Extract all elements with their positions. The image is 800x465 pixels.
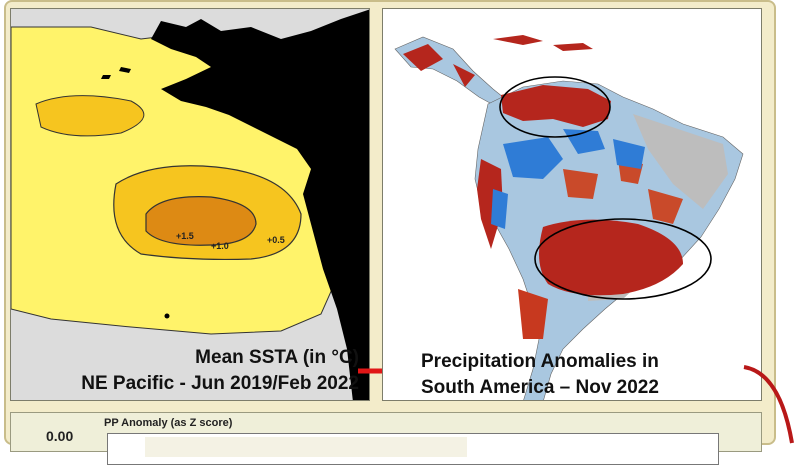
highlight-ellipse-north bbox=[499, 76, 611, 138]
ssta-caption-line2: NE Pacific - Jun 2019/Feb 2022 bbox=[81, 373, 359, 394]
curved-arrow bbox=[743, 365, 794, 444]
dry-anomaly-patches bbox=[563, 159, 683, 224]
precip-map bbox=[383, 9, 761, 400]
ssta-contour-10-north bbox=[35, 95, 145, 137]
central-america-dry-patch bbox=[403, 44, 475, 87]
contour-label-15: +1.5 bbox=[176, 231, 194, 241]
precip-map-panel: Precipitation Anomalies in South America… bbox=[382, 8, 762, 401]
ssta-map bbox=[11, 9, 369, 400]
ssta-map-panel: +1.5 +1.0 +0.5 Mean SSTA (in °C) NE Paci… bbox=[10, 8, 370, 401]
wet-anomaly-patches bbox=[563, 129, 645, 169]
highlight-ellipse-south bbox=[534, 218, 712, 300]
pp-anomaly-band bbox=[145, 437, 467, 457]
precip-caption-line1: Precipitation Anomalies in bbox=[421, 351, 659, 372]
contour-label-10: +1.0 bbox=[211, 241, 229, 251]
dry-anomaly-southeast bbox=[539, 219, 683, 296]
wet-anomaly-amazon bbox=[503, 137, 563, 179]
contour-label-05: +0.5 bbox=[267, 235, 285, 245]
precip-caption: Precipitation Anomalies in South America… bbox=[421, 349, 659, 400]
aleutian-islands bbox=[101, 67, 131, 79]
ssta-caption: Mean SSTA (in °C) NE Pacific - Jun 2019/… bbox=[81, 345, 359, 397]
ssta-caption-line1: Mean SSTA (in °C) bbox=[195, 347, 359, 368]
precip-caption-line2: South America – Nov 2022 bbox=[421, 377, 659, 398]
caribbean-islands bbox=[493, 35, 593, 51]
island-dot bbox=[164, 313, 170, 319]
north-america-land bbox=[151, 9, 369, 400]
dry-anomaly-andes bbox=[477, 159, 503, 249]
ssta-contour-15 bbox=[145, 196, 257, 246]
pp-anomaly-title: PP Anomaly (as Z score) bbox=[104, 417, 233, 429]
pp-anomaly-axis-zero: 0.00 bbox=[46, 428, 74, 444]
dry-anomaly-north bbox=[501, 85, 611, 127]
